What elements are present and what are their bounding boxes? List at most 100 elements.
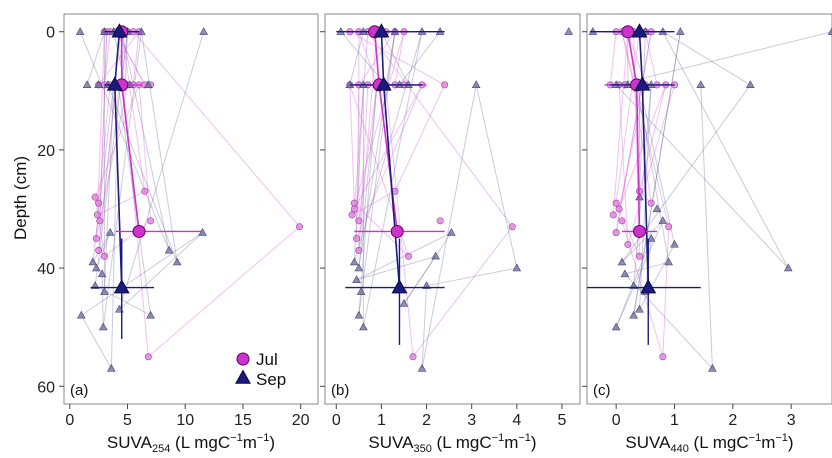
jul-point [348,211,356,219]
jul-mean-marker [633,224,646,238]
x-axis-title-part: m [243,433,257,452]
jul-point [647,199,655,207]
jul-point [659,353,667,361]
jul-profile-line [612,31,629,215]
sep-profile-line [102,31,142,328]
sep-profile-line [403,232,452,304]
sep-profile-line [358,31,396,316]
y-tick-label: 60 [37,379,55,396]
jul-profile-line [138,84,152,221]
jul-point [355,217,363,225]
sep-profile-line [356,255,436,281]
panel-frame [324,13,581,405]
x-axis-title-part: SUVA [368,433,414,452]
jul-profile-line [615,31,640,204]
jul-profile-line [394,84,446,192]
sep-mean-marker [375,76,392,91]
jul-point [147,217,155,225]
jul-point [441,81,449,89]
jul-profile-line [147,226,300,358]
sep-mean-marker [631,23,648,38]
sep-profile-line [700,84,713,369]
sep-profile-line [349,31,364,86]
panel-b: 0 1 2 3 4 5(b)SUVA350 (L mgC−1m−1) [320,13,581,455]
sep-point [199,27,209,35]
sep-point [676,27,685,35]
jul-point [508,223,516,231]
sep-profile-line [616,31,832,86]
jul-profile-line [621,31,670,227]
sep-point [356,287,366,295]
jul-point [141,187,149,195]
sep-profile-line [140,31,178,263]
x-tick-label: 2 [728,412,737,429]
x-axis-title-part: 254 [152,443,170,455]
jul-profile-line [98,31,140,86]
jul-profile-line [349,84,355,204]
jul-mean-marker [390,224,404,238]
x-tick-label: 4 [512,412,521,429]
sep-profile-line [399,31,441,86]
x-tick-label: 2 [422,412,431,429]
x-axis-title-part: −1 [775,432,788,444]
sep-profile-line [118,31,205,310]
jul-profile-line [94,197,105,257]
x-tick-label: 0 [332,412,341,429]
jul-point [144,353,152,361]
sep-point [77,310,86,319]
sep-point [146,310,155,319]
jul-profile-line [615,31,652,233]
jul-profile-line [115,31,146,86]
jul-point [612,229,620,237]
jul-point [615,205,623,213]
panel-label: (b) [331,382,349,399]
jul-mean-marker [132,224,146,238]
jul-profile-line [385,31,396,85]
y-tick-label: 20 [37,143,55,160]
jul-profile-line [358,31,378,251]
jul-profile-line [627,84,675,245]
jul-profile-line [98,84,111,204]
x-axis-title-part: (L mgC [689,433,749,452]
x-axis-title-part: −1 [230,432,243,444]
x-axis-title-part: −1 [492,432,505,444]
sep-profile-line [624,261,669,275]
jul-point [296,223,304,231]
sep-profile-line [121,31,170,251]
sep-point [471,80,481,89]
jul-profile-line [412,226,513,358]
jul-point [609,211,617,219]
jul-point [96,217,104,225]
jul-profile-line [356,84,360,239]
sep-point [105,228,115,236]
jul-profile-line [618,84,629,245]
jul-profile-line [121,31,146,192]
x-tick-label: 0 [65,412,74,429]
jul-profile-line [132,31,140,85]
x-axis-title-part: m [504,433,518,452]
x-axis-title-part: ) [788,433,794,452]
y-tick-label: 0 [46,25,55,42]
sep-point [417,363,427,372]
jul-profile-line [618,84,667,210]
jul-profile-line [351,31,405,216]
jul-profile-line [644,31,658,86]
jul-point [95,199,103,207]
sep-point [512,263,522,272]
x-axis-title-part: −1 [257,432,270,444]
sep-point [354,310,364,319]
jul-profile-line [115,31,146,86]
sep-profile-line [380,31,409,86]
sep-point [696,80,706,89]
sep-profile-line [92,232,111,263]
jul-profile-line [95,84,128,239]
sep-profile-line [124,31,128,85]
jul-profile-line [121,31,128,85]
sep-profile-line [421,285,428,369]
sep-profile-line [662,31,751,86]
sep-mean-marker [111,23,128,38]
jul-profile-line [367,31,513,228]
